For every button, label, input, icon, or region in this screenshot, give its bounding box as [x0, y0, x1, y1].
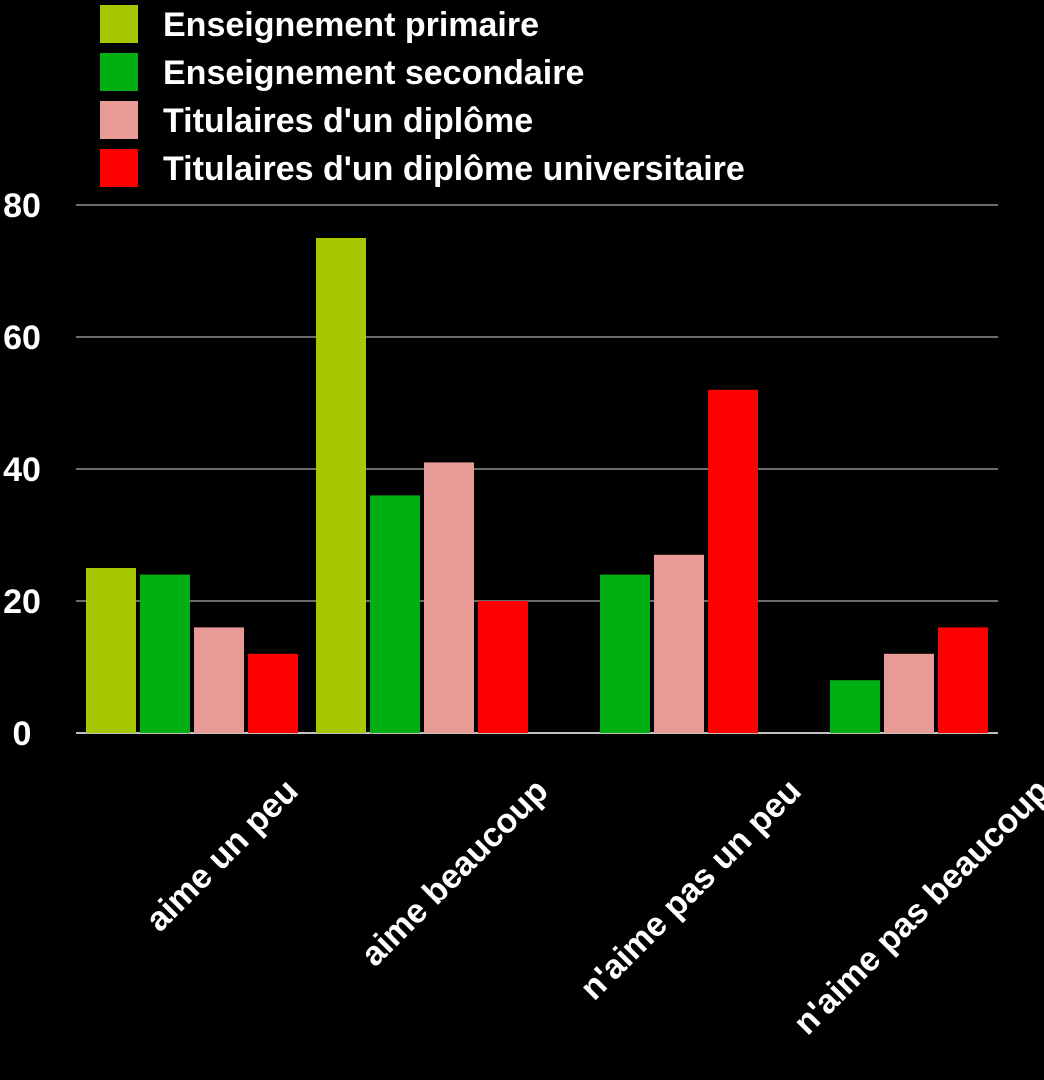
bar [708, 389, 758, 733]
x-category-label: n'aime pas beaucoup [786, 772, 1044, 1042]
legend-label: Enseignement primaire [163, 6, 539, 44]
bar [830, 680, 880, 733]
bar [316, 238, 366, 733]
y-tick-label: 60 [3, 319, 41, 357]
bar [194, 627, 244, 733]
legend-label: Titulaires d'un diplôme universitaire [163, 150, 745, 188]
legend: Enseignement primaire Enseignement second… [100, 5, 745, 188]
bar [140, 574, 190, 733]
bars [86, 238, 988, 733]
legend-swatch [100, 101, 138, 139]
bar [654, 554, 704, 733]
bar [370, 495, 420, 733]
x-category-label: aime un peu [138, 772, 305, 939]
bar [248, 653, 298, 733]
x-axis-category-labels: aime un peu aime beaucoup n'aime pas un pe… [138, 772, 1044, 1042]
y-tick-label: 80 [3, 187, 41, 225]
legend-label: Enseignement secondaire [163, 54, 584, 92]
legend-swatch [100, 53, 138, 91]
x-category-label: aime beaucoup [354, 772, 556, 974]
bar [86, 568, 136, 733]
y-axis-tick-labels: 0 20 40 60 80 [3, 187, 41, 753]
y-tick-label: 20 [3, 583, 41, 621]
bar [478, 601, 528, 733]
bar [884, 653, 934, 733]
y-tick-label: 40 [3, 451, 41, 489]
bar [424, 462, 474, 733]
y-tick-label: 0 [13, 715, 32, 753]
bar [938, 627, 988, 733]
legend-swatch [100, 5, 138, 43]
x-category-label: n'aime pas un peu [573, 772, 809, 1008]
legend-label: Titulaires d'un diplôme [163, 102, 533, 140]
bar [600, 574, 650, 733]
legend-swatch [100, 149, 138, 187]
